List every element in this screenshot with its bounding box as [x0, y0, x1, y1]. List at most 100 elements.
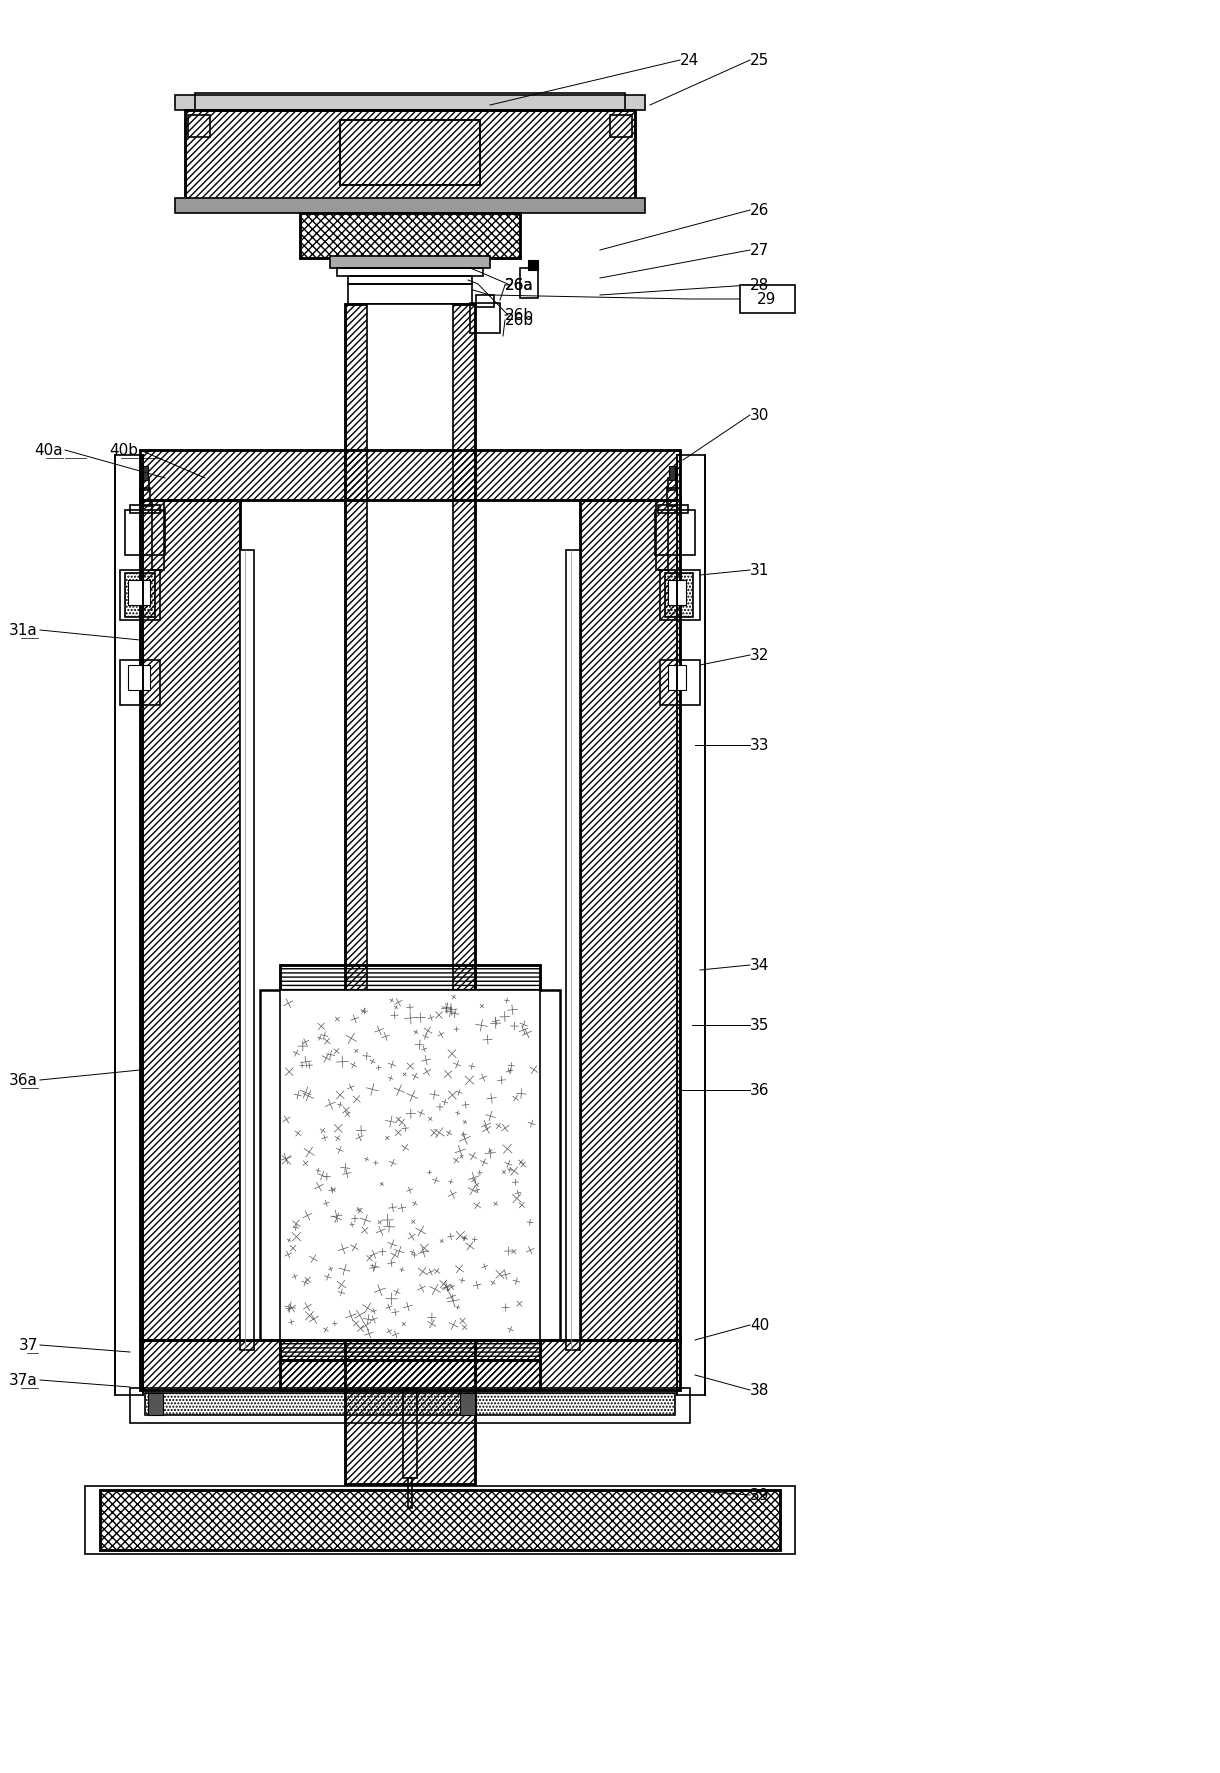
- Bar: [403, 1388, 417, 1479]
- Bar: [337, 268, 483, 277]
- Bar: [195, 92, 625, 112]
- Bar: [185, 110, 634, 200]
- Bar: [142, 479, 149, 489]
- Bar: [300, 213, 520, 259]
- Bar: [329, 255, 490, 268]
- Bar: [660, 569, 700, 621]
- Bar: [140, 500, 240, 1340]
- Bar: [174, 96, 645, 110]
- Bar: [658, 505, 688, 512]
- Bar: [580, 500, 680, 1340]
- Bar: [300, 213, 520, 259]
- Bar: [677, 456, 705, 1395]
- Text: 31: 31: [750, 562, 770, 578]
- Text: 40b: 40b: [109, 443, 138, 457]
- Text: 38: 38: [750, 1383, 770, 1397]
- Bar: [281, 1340, 540, 1360]
- Bar: [281, 1360, 540, 1390]
- Text: 39: 39: [750, 1488, 770, 1502]
- Bar: [669, 580, 686, 605]
- Bar: [174, 199, 645, 213]
- Text: 37a: 37a: [10, 1372, 38, 1388]
- Text: 30: 30: [750, 408, 770, 422]
- Bar: [140, 488, 150, 505]
- Bar: [348, 277, 472, 284]
- Bar: [124, 573, 155, 617]
- Bar: [665, 573, 693, 617]
- Text: 26a: 26a: [505, 278, 534, 293]
- Bar: [367, 303, 453, 1303]
- Text: 31a: 31a: [10, 622, 38, 638]
- Bar: [240, 550, 254, 1349]
- Bar: [610, 115, 632, 137]
- Bar: [124, 511, 165, 555]
- Text: 28: 28: [750, 278, 770, 293]
- Bar: [140, 450, 680, 500]
- Bar: [148, 1394, 163, 1415]
- Bar: [345, 303, 475, 1484]
- Bar: [120, 660, 160, 706]
- Bar: [140, 1340, 680, 1390]
- Bar: [128, 665, 150, 690]
- Bar: [260, 989, 560, 1340]
- Bar: [460, 1394, 475, 1415]
- Bar: [281, 965, 540, 989]
- Bar: [120, 569, 160, 621]
- Text: 40a: 40a: [34, 443, 63, 457]
- Bar: [528, 261, 538, 269]
- Text: 26b: 26b: [505, 307, 534, 323]
- Bar: [340, 121, 479, 184]
- Bar: [348, 284, 472, 303]
- Text: 29: 29: [758, 291, 777, 307]
- Bar: [340, 121, 479, 184]
- Bar: [281, 965, 540, 989]
- Bar: [185, 110, 634, 200]
- Bar: [100, 1489, 780, 1550]
- Text: 35: 35: [750, 1018, 770, 1032]
- Bar: [667, 488, 677, 505]
- Bar: [660, 660, 700, 706]
- Text: 36: 36: [750, 1083, 770, 1097]
- Bar: [145, 1394, 675, 1415]
- Text: 37: 37: [18, 1337, 38, 1353]
- Text: 33: 33: [750, 738, 770, 752]
- Bar: [476, 294, 494, 307]
- Bar: [281, 1340, 540, 1360]
- Bar: [152, 500, 163, 569]
- Bar: [655, 511, 695, 555]
- Bar: [281, 1360, 540, 1390]
- Bar: [188, 115, 210, 137]
- Text: 36a: 36a: [9, 1073, 38, 1087]
- Bar: [669, 479, 676, 489]
- Bar: [140, 450, 680, 500]
- Bar: [566, 550, 580, 1349]
- Text: 34: 34: [750, 957, 770, 973]
- Bar: [140, 500, 240, 1340]
- Bar: [128, 580, 150, 605]
- Text: 26: 26: [750, 202, 770, 218]
- Bar: [669, 665, 686, 690]
- Bar: [741, 285, 795, 314]
- Bar: [85, 1486, 795, 1553]
- Bar: [142, 466, 148, 480]
- Bar: [131, 1388, 691, 1424]
- Text: 26b: 26b: [505, 312, 534, 328]
- Bar: [656, 500, 669, 569]
- Text: 27: 27: [750, 243, 770, 257]
- Bar: [131, 505, 160, 512]
- Bar: [580, 500, 680, 1340]
- Text: 24: 24: [680, 53, 699, 67]
- Bar: [345, 303, 475, 1484]
- Bar: [407, 1479, 412, 1509]
- Text: 32: 32: [750, 647, 770, 663]
- Bar: [281, 989, 540, 1340]
- Bar: [100, 1489, 780, 1550]
- Text: 26a: 26a: [505, 278, 534, 293]
- Text: 25: 25: [750, 53, 770, 67]
- Bar: [669, 466, 675, 480]
- Bar: [470, 303, 500, 333]
- Bar: [115, 456, 143, 1395]
- Bar: [520, 268, 538, 298]
- Text: 40: 40: [750, 1317, 770, 1333]
- Bar: [140, 1340, 680, 1390]
